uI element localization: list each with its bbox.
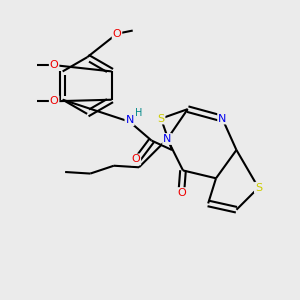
Text: S: S <box>255 183 262 193</box>
Text: O: O <box>50 96 58 106</box>
Text: O: O <box>177 188 186 198</box>
Text: S: S <box>158 114 165 124</box>
Text: N: N <box>218 114 226 124</box>
Text: N: N <box>125 115 134 125</box>
Text: N: N <box>163 134 172 144</box>
Text: O: O <box>50 60 58 70</box>
Text: H: H <box>135 108 142 118</box>
Text: O: O <box>131 154 140 164</box>
Text: O: O <box>112 29 122 39</box>
